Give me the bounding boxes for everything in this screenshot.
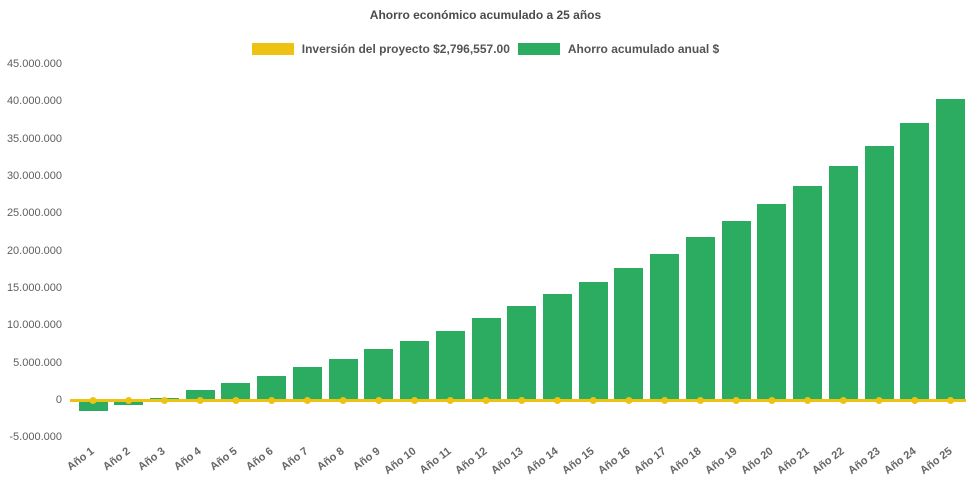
x-axis-label-ano-23: Año 23 (846, 445, 883, 477)
legend-label-ahorro: Ahorro acumulado anual $ (567, 42, 720, 56)
bar-ano-25[interactable] (936, 99, 966, 401)
bar-ano-6[interactable] (257, 375, 287, 401)
bar-ano-5[interactable] (221, 382, 251, 401)
bar-ano-3[interactable] (149, 397, 179, 401)
bar-ano-2[interactable] (114, 400, 144, 405)
chart-title: Ahorro económico acumulado a 25 años (369, 8, 602, 22)
x-axis-label-ano-2: Año 2 (100, 445, 133, 474)
x-axis-label-ano-22: Año 22 (810, 445, 847, 477)
bar-ano-21[interactable] (793, 185, 823, 401)
bar-ano-8[interactable] (328, 359, 358, 401)
x-axis-label-ano-18: Año 18 (667, 445, 705, 477)
legend-swatch-inversion (251, 43, 294, 55)
y-axis-tick-label: -5.000.000 (9, 431, 62, 444)
bar-ano-4[interactable] (185, 390, 215, 401)
bar-ano-16[interactable] (614, 267, 644, 401)
legend-label-inversion: Inversión del proyecto $2,796,557.00 (301, 42, 510, 56)
x-axis-label-ano-25: Año 25 (917, 445, 955, 477)
y-axis-tick-label: 15.000.000 (6, 281, 62, 294)
y-axis-tick-label: 0 (55, 394, 62, 406)
x-axis-label-ano-16: Año 16 (596, 445, 633, 477)
bar-ano-20[interactable] (757, 203, 787, 401)
bar-ano-22[interactable] (828, 165, 858, 401)
x-axis-label-ano-19: Año 19 (703, 445, 740, 477)
legend-swatch-ahorro (517, 43, 560, 55)
bar-ano-17[interactable] (650, 253, 680, 401)
x-axis-label-ano-15: Año 15 (560, 445, 597, 477)
bar-ano-7[interactable] (292, 367, 322, 401)
x-axis-label-ano-9: Año 9 (350, 445, 383, 474)
bar-ano-9[interactable] (364, 349, 394, 401)
x-axis-label-ano-12: Año 12 (453, 445, 490, 477)
y-axis-tick-label: 30.000.000 (6, 169, 62, 182)
x-axis-label-ano-14: Año 14 (524, 445, 562, 477)
x-axis-label-ano-1: Año 1 (64, 445, 97, 474)
bar-ano-14[interactable] (542, 294, 572, 401)
bar-ano-19[interactable] (721, 221, 751, 401)
y-axis-tick-label: 5.000.000 (13, 356, 62, 369)
x-axis-label-ano-5: Año 5 (207, 445, 240, 474)
bar-ano-13[interactable] (507, 306, 537, 401)
chart-legend: Inversión del proyecto $2,796,557.00 Ahor… (0, 42, 971, 56)
x-axis-label-ano-11: Año 11 (417, 445, 454, 477)
y-axis-tick-label: 45.000.000 (6, 57, 62, 70)
x-axis-label-ano-4: Año 4 (172, 445, 204, 474)
x-axis-label-ano-3: Año 3 (136, 445, 169, 474)
y-axis-tick-label: 25.000.000 (6, 207, 62, 220)
y-axis-tick-label: 40.000.000 (6, 95, 62, 108)
bar-ano-1[interactable] (78, 400, 108, 412)
bar-ano-15[interactable] (578, 281, 608, 401)
x-axis-label-ano-24: Año 24 (881, 445, 919, 477)
y-axis-tick-label: 20.000.000 (6, 244, 62, 257)
x-axis-label-ano-7: Año 7 (279, 445, 311, 474)
x-axis-label-ano-17: Año 17 (631, 445, 669, 477)
y-axis-tick-label: 10.000.000 (6, 319, 62, 332)
x-axis-label-ano-20: Año 20 (738, 445, 776, 477)
x-axis-label-ano-6: Año 6 (243, 445, 276, 474)
legend-item-ahorro[interactable]: Ahorro acumulado anual $ (517, 42, 720, 56)
bar-ano-12[interactable] (471, 317, 501, 401)
legend-item-inversion[interactable]: Inversión del proyecto $2,796,557.00 (251, 42, 510, 56)
bar-ano-18[interactable] (685, 236, 715, 401)
bar-ano-10[interactable] (400, 340, 430, 401)
bar-ano-11[interactable] (435, 330, 465, 401)
bar-ano-23[interactable] (864, 146, 894, 401)
y-axis-tick-label: 35.000.000 (6, 132, 62, 145)
x-axis-label-ano-13: Año 13 (488, 445, 526, 477)
bar-ano-24[interactable] (900, 123, 930, 401)
x-axis-label-ano-21: Año 21 (774, 445, 812, 477)
x-axis-label-ano-10: Año 10 (381, 445, 419, 477)
x-axis-label-ano-8: Año 8 (315, 445, 347, 474)
